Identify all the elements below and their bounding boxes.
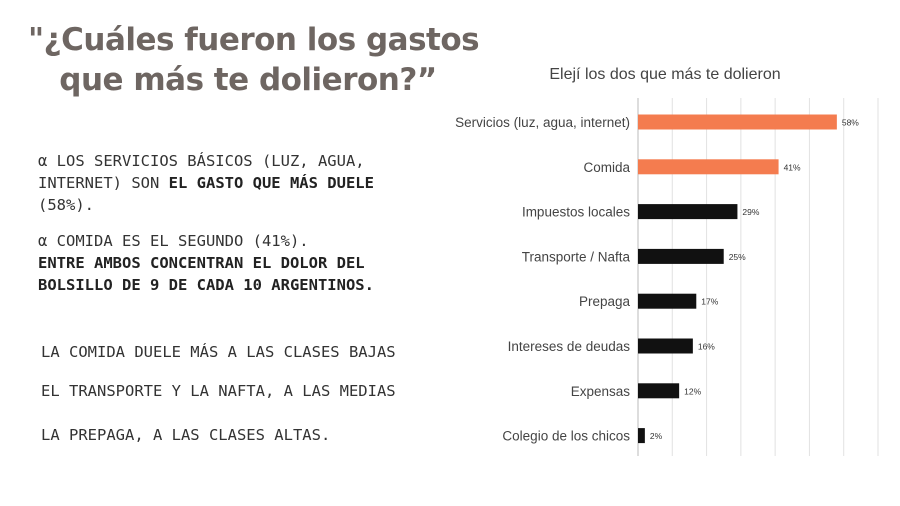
value-label: 58% xyxy=(842,118,859,128)
insight-1-suffix: (58%). xyxy=(38,196,94,214)
chart-title: Elejí los dos que más te dolieron xyxy=(549,66,781,83)
insight-2-bold: ENTRE AMBOS CONCENTRAN EL DOLOR DEL BOLS… xyxy=(38,254,374,294)
bar xyxy=(638,204,738,220)
title-line-1: "¿Cuáles fueron los gastos xyxy=(28,22,480,58)
note-lower-class: LA COMIDA DUELE MÁS A LAS CLASES BAJAS xyxy=(41,343,396,361)
value-label: 25% xyxy=(729,252,746,262)
bar-chart: Servicios (luz, agua, internet) 58% Comida… xyxy=(455,98,879,456)
value-label: 2% xyxy=(650,431,663,441)
category-label: Colegio de los chicos xyxy=(502,429,630,444)
category-label: Comida xyxy=(583,160,630,175)
value-label: 29% xyxy=(742,207,759,217)
bar xyxy=(638,428,645,444)
value-label: 16% xyxy=(698,342,715,352)
insight-2-text: α COMIDA ES EL SEGUNDO (41%). xyxy=(38,232,309,250)
note-middle-class: EL TRANSPORTE Y LA NAFTA, A LAS MEDIAS xyxy=(41,382,396,400)
bar xyxy=(638,248,724,264)
category-label: Transporte / Nafta xyxy=(522,249,631,264)
bar xyxy=(638,338,693,354)
insight-1-bold: EL GASTO QUE MÁS DUELE xyxy=(168,174,374,192)
bar xyxy=(638,159,779,175)
page-title: "¿Cuáles fueron los gastos que más te do… xyxy=(28,20,480,100)
category-label: Prepaga xyxy=(579,294,631,309)
value-label: 41% xyxy=(784,162,801,172)
category-label: Intereses de deudas xyxy=(508,339,631,354)
category-label: Servicios (luz, agua, internet) xyxy=(455,115,630,130)
title-line-2: que más te dolieron?” xyxy=(59,62,437,98)
insight-1-text: α LOS SERVICIOS BÁSICOS (LUZ, AGUA, INTE… xyxy=(38,152,365,192)
value-label: 12% xyxy=(684,386,701,396)
category-label: Expensas xyxy=(571,384,631,399)
insight-paragraph-2: α COMIDA ES EL SEGUNDO (41%). ENTRE AMBO… xyxy=(38,230,438,296)
bar xyxy=(638,293,697,309)
category-label: Impuestos locales xyxy=(522,205,630,220)
insight-paragraph-1: α LOS SERVICIOS BÁSICOS (LUZ, AGUA, INTE… xyxy=(38,150,438,216)
note-upper-class: LA PREPAGA, A LAS CLASES ALTAS. xyxy=(41,426,331,444)
value-label: 17% xyxy=(701,297,718,307)
bar xyxy=(638,114,837,130)
bar xyxy=(638,383,680,399)
